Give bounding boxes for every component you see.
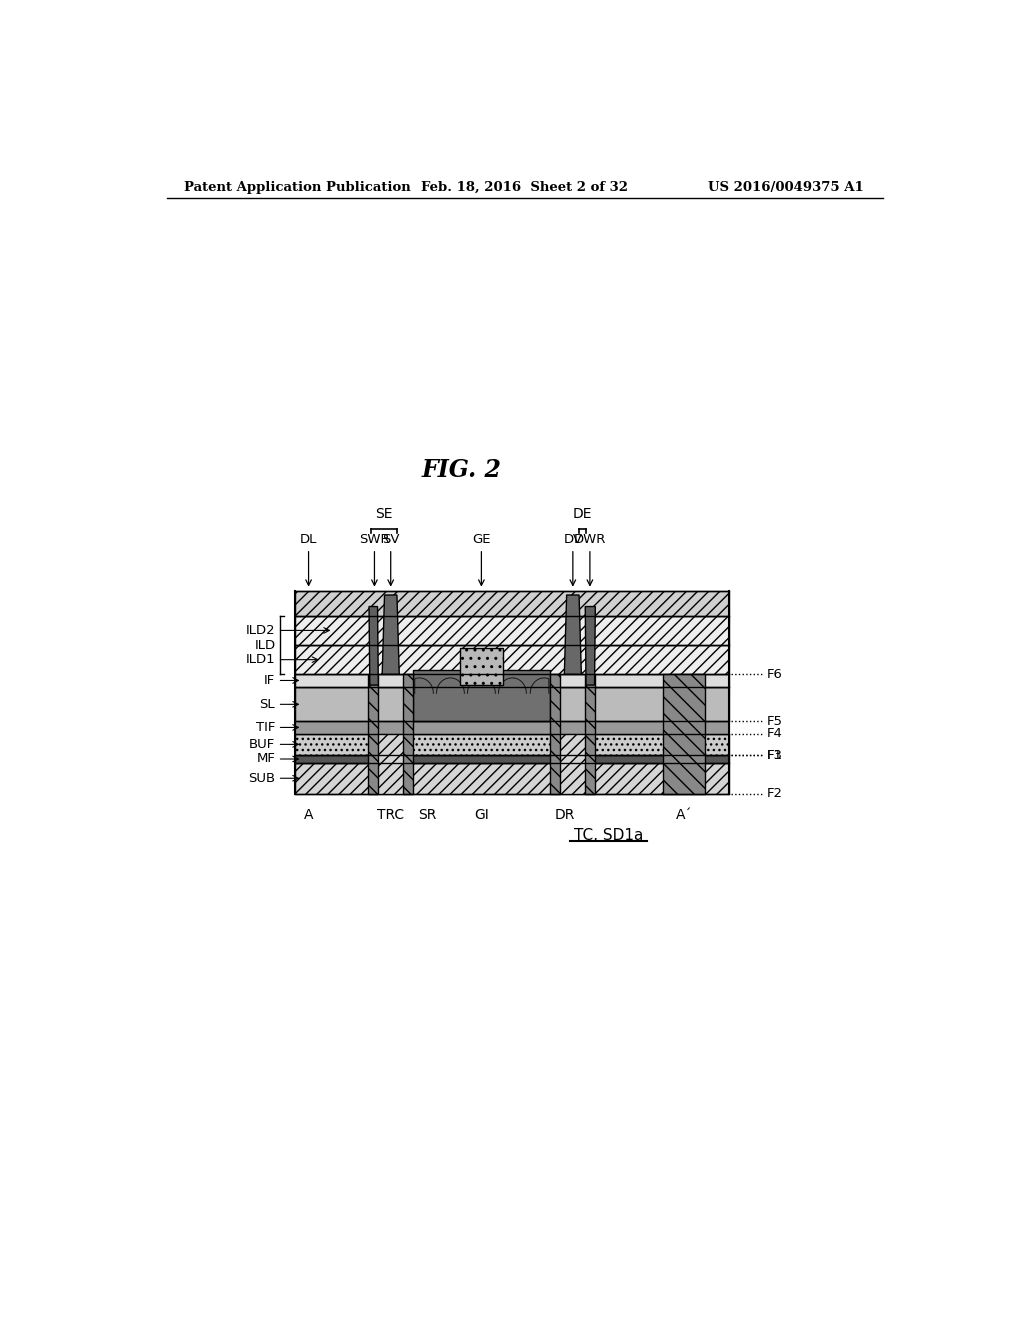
Text: TRC: TRC: [377, 808, 404, 821]
Text: SV: SV: [382, 533, 399, 545]
Text: F6: F6: [767, 668, 782, 681]
Bar: [295, 591, 729, 615]
Text: F4: F4: [767, 727, 782, 741]
Text: F5: F5: [767, 714, 782, 727]
Bar: [295, 686, 729, 721]
Polygon shape: [586, 607, 595, 685]
Polygon shape: [382, 595, 399, 675]
Bar: [461, 648, 503, 685]
Bar: [414, 671, 550, 721]
Text: IF: IF: [264, 675, 275, 686]
Bar: [550, 675, 560, 793]
Text: F2: F2: [767, 787, 782, 800]
Bar: [295, 755, 729, 763]
Bar: [403, 675, 414, 793]
Text: MF: MF: [256, 752, 275, 766]
Bar: [369, 675, 378, 793]
Bar: [586, 675, 595, 793]
Bar: [295, 734, 729, 755]
Bar: [295, 675, 729, 686]
Text: TC, SD1a: TC, SD1a: [573, 829, 643, 843]
Text: A: A: [304, 808, 313, 821]
Bar: [295, 763, 729, 793]
Text: US 2016/0049375 A1: US 2016/0049375 A1: [709, 181, 864, 194]
Bar: [295, 721, 729, 734]
Text: TIF: TIF: [256, 721, 275, 734]
Text: BUF: BUF: [249, 738, 275, 751]
Text: GE: GE: [472, 533, 490, 545]
Text: SE: SE: [375, 507, 392, 521]
Text: Patent Application Publication: Patent Application Publication: [183, 181, 411, 194]
Text: SWR: SWR: [359, 533, 390, 545]
Polygon shape: [564, 595, 582, 675]
Polygon shape: [369, 607, 378, 685]
Text: ILD2: ILD2: [246, 624, 275, 638]
Bar: [295, 615, 729, 645]
Text: FIG. 2: FIG. 2: [421, 458, 502, 482]
Bar: [560, 734, 586, 793]
Text: DWR: DWR: [573, 533, 606, 545]
Text: SR: SR: [418, 808, 436, 821]
Text: F1: F1: [767, 748, 782, 762]
Bar: [378, 734, 403, 793]
Bar: [663, 675, 706, 793]
Text: DV: DV: [563, 533, 583, 545]
Text: DR: DR: [554, 808, 574, 821]
Text: GI: GI: [474, 808, 488, 821]
Text: ILD1: ILD1: [246, 653, 275, 667]
Text: DL: DL: [300, 533, 317, 545]
Text: SUB: SUB: [248, 772, 275, 785]
Text: ILD: ILD: [255, 639, 276, 652]
Text: A´: A´: [676, 808, 692, 821]
Bar: [295, 645, 729, 675]
Text: F3: F3: [767, 748, 782, 762]
Text: Feb. 18, 2016  Sheet 2 of 32: Feb. 18, 2016 Sheet 2 of 32: [421, 181, 629, 194]
Text: SL: SL: [260, 698, 275, 711]
Text: DE: DE: [572, 507, 592, 521]
